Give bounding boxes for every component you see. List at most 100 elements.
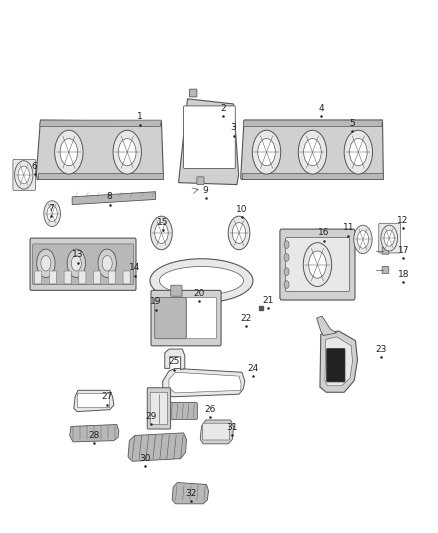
- Circle shape: [55, 130, 83, 174]
- Circle shape: [71, 255, 81, 271]
- FancyBboxPatch shape: [94, 271, 101, 284]
- FancyBboxPatch shape: [327, 349, 345, 382]
- FancyBboxPatch shape: [167, 402, 197, 419]
- Text: 10: 10: [236, 205, 248, 214]
- Text: 1: 1: [137, 112, 143, 122]
- FancyBboxPatch shape: [64, 271, 71, 284]
- Polygon shape: [243, 120, 382, 126]
- Text: 30: 30: [139, 454, 151, 463]
- Text: 12: 12: [397, 215, 408, 224]
- Circle shape: [37, 249, 55, 278]
- Text: 8: 8: [107, 192, 113, 201]
- Circle shape: [228, 216, 250, 250]
- FancyBboxPatch shape: [147, 387, 171, 429]
- Circle shape: [44, 201, 60, 227]
- Polygon shape: [128, 433, 187, 461]
- Circle shape: [113, 130, 141, 174]
- Text: 19: 19: [150, 297, 161, 306]
- FancyBboxPatch shape: [382, 247, 389, 254]
- Polygon shape: [241, 120, 383, 180]
- Circle shape: [98, 249, 117, 278]
- Circle shape: [384, 230, 394, 246]
- Polygon shape: [165, 349, 185, 370]
- FancyBboxPatch shape: [382, 266, 389, 273]
- Circle shape: [232, 223, 246, 244]
- Text: 9: 9: [203, 186, 208, 195]
- Circle shape: [381, 225, 398, 251]
- Circle shape: [357, 231, 369, 248]
- Circle shape: [298, 130, 327, 174]
- FancyBboxPatch shape: [280, 229, 355, 300]
- Circle shape: [151, 216, 172, 250]
- Polygon shape: [179, 99, 239, 184]
- Text: 3: 3: [231, 123, 237, 132]
- Polygon shape: [74, 390, 114, 411]
- Text: 32: 32: [185, 489, 196, 498]
- Circle shape: [47, 206, 57, 222]
- Polygon shape: [169, 372, 241, 393]
- Text: 11: 11: [343, 223, 354, 232]
- Circle shape: [252, 130, 281, 174]
- Text: 16: 16: [318, 229, 330, 238]
- Circle shape: [14, 161, 33, 189]
- Text: 6: 6: [32, 162, 38, 171]
- FancyBboxPatch shape: [285, 238, 350, 292]
- FancyBboxPatch shape: [189, 89, 197, 97]
- Polygon shape: [241, 173, 383, 180]
- Text: 2: 2: [220, 104, 226, 113]
- FancyBboxPatch shape: [379, 223, 400, 253]
- Polygon shape: [159, 266, 244, 295]
- FancyBboxPatch shape: [187, 297, 217, 339]
- Circle shape: [118, 139, 136, 166]
- Circle shape: [304, 139, 321, 166]
- Polygon shape: [320, 331, 357, 392]
- Polygon shape: [200, 420, 233, 444]
- Text: 27: 27: [102, 392, 113, 401]
- Circle shape: [284, 241, 289, 248]
- Text: 5: 5: [350, 119, 355, 128]
- Text: 24: 24: [247, 364, 259, 373]
- FancyBboxPatch shape: [79, 271, 86, 284]
- Polygon shape: [70, 424, 119, 442]
- Circle shape: [344, 130, 372, 174]
- Circle shape: [284, 281, 289, 288]
- Text: 20: 20: [193, 289, 205, 298]
- FancyBboxPatch shape: [49, 271, 57, 284]
- FancyBboxPatch shape: [32, 244, 134, 285]
- Circle shape: [284, 254, 289, 261]
- Circle shape: [258, 139, 276, 166]
- Text: 7: 7: [49, 204, 54, 213]
- Circle shape: [102, 255, 112, 271]
- FancyBboxPatch shape: [151, 290, 221, 346]
- FancyBboxPatch shape: [30, 238, 136, 290]
- Circle shape: [284, 268, 289, 276]
- Polygon shape: [39, 120, 162, 126]
- Polygon shape: [39, 173, 162, 180]
- Text: 23: 23: [375, 344, 387, 353]
- Polygon shape: [162, 368, 245, 397]
- Polygon shape: [172, 482, 208, 504]
- Circle shape: [309, 251, 326, 278]
- FancyBboxPatch shape: [197, 177, 204, 184]
- Text: 29: 29: [146, 411, 157, 421]
- Text: 28: 28: [88, 431, 99, 440]
- Circle shape: [350, 139, 367, 166]
- Text: 21: 21: [262, 295, 274, 304]
- FancyBboxPatch shape: [171, 285, 182, 296]
- Circle shape: [67, 249, 85, 278]
- FancyBboxPatch shape: [150, 392, 168, 424]
- Text: 25: 25: [168, 358, 180, 367]
- Text: 22: 22: [240, 313, 252, 322]
- Text: 13: 13: [72, 251, 84, 260]
- Text: 4: 4: [318, 104, 324, 113]
- Text: 17: 17: [398, 246, 409, 255]
- FancyBboxPatch shape: [13, 159, 35, 190]
- FancyBboxPatch shape: [155, 297, 186, 339]
- Text: 31: 31: [226, 423, 238, 432]
- Circle shape: [60, 139, 78, 166]
- Text: 18: 18: [398, 270, 409, 279]
- Text: 15: 15: [157, 218, 169, 227]
- Circle shape: [155, 223, 168, 244]
- FancyBboxPatch shape: [184, 106, 235, 168]
- Text: 14: 14: [129, 263, 141, 272]
